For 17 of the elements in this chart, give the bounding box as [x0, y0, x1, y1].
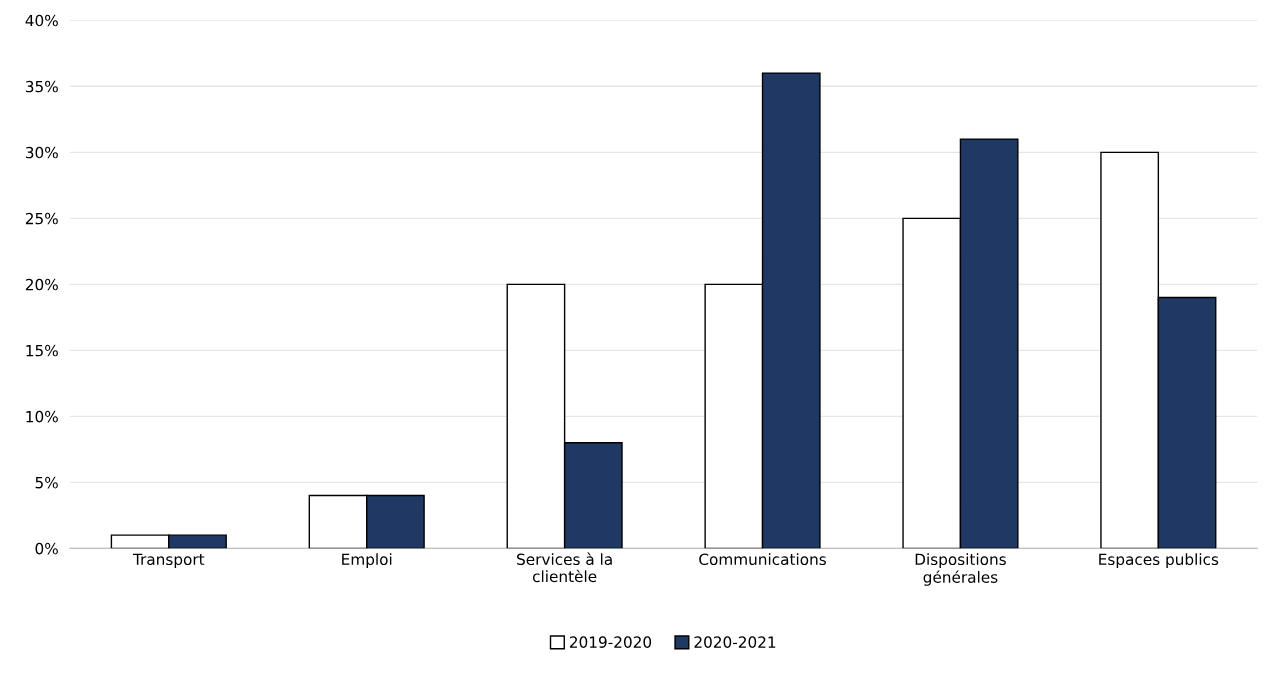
- legend-label: 2020-2021: [694, 636, 776, 648]
- y-tick-label: 10%: [26, 410, 58, 423]
- legend-label: 2019-2020: [569, 636, 652, 648]
- x-tick-label: Services à la clientèle: [517, 552, 612, 583]
- x-tick-label: Emploi: [342, 553, 392, 569]
- x-tick-label: Communications: [699, 553, 826, 566]
- y-tick-label: 20%: [25, 278, 58, 291]
- x-tick-label: Dispositions générales: [915, 553, 1006, 586]
- x-tick-label: Espaces publics: [1099, 553, 1219, 569]
- x-tick-label: Transport: [132, 553, 205, 569]
- y-tick-label: 0%: [35, 542, 58, 555]
- y-tick-label: 25%: [25, 212, 58, 225]
- y-tick-label: 40%: [25, 14, 58, 27]
- y-tick-label: 15%: [26, 344, 58, 357]
- y-tick-label: 5%: [35, 476, 58, 489]
- y-tick-label: 30%: [25, 146, 58, 159]
- y-tick-label: 35%: [25, 80, 58, 93]
